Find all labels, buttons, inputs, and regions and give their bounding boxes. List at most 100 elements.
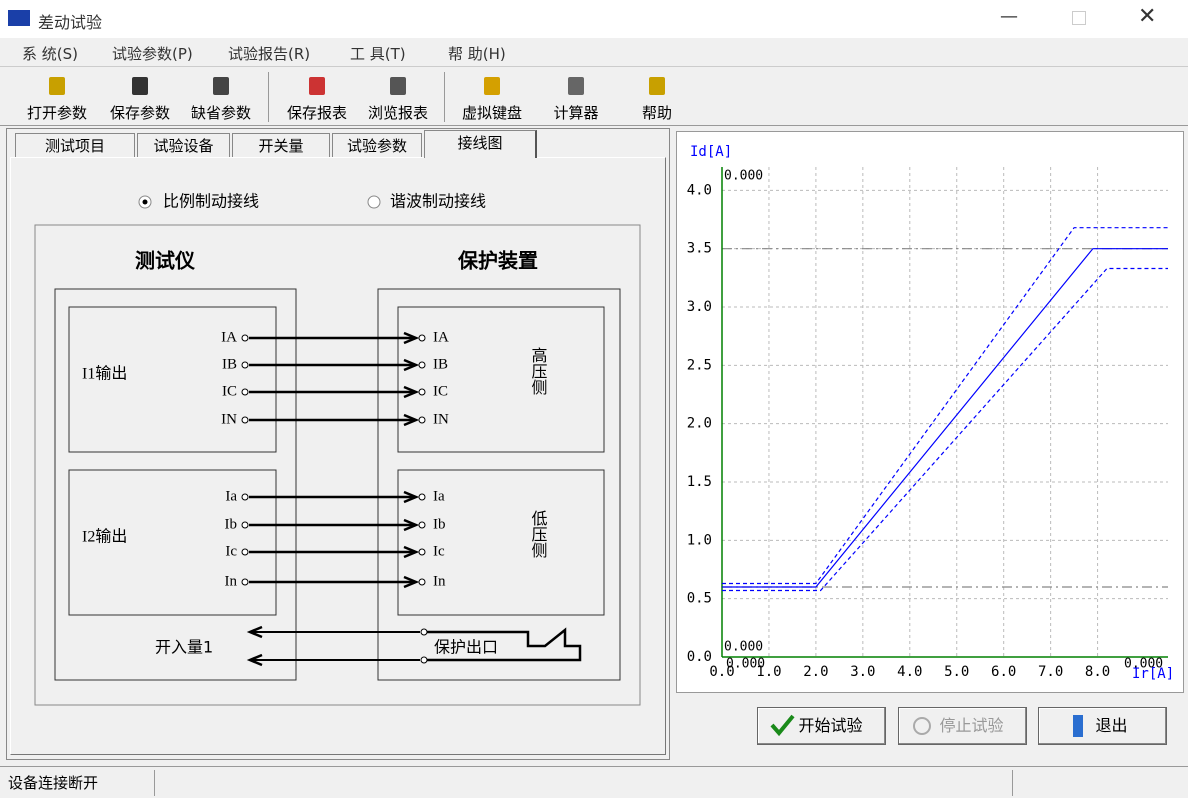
terminal xyxy=(241,548,249,556)
terminal xyxy=(418,548,426,556)
toolbar-button[interactable]: 帮助 xyxy=(641,104,672,122)
arrow-head xyxy=(246,653,263,667)
output-box xyxy=(68,469,277,616)
status-separator xyxy=(1012,770,1013,796)
toolbar-icon xyxy=(132,77,148,95)
status-separator xyxy=(154,770,155,796)
x-tick-label: 1.0 xyxy=(756,664,781,680)
switch-wire xyxy=(427,627,582,662)
terminal xyxy=(418,493,426,501)
y-tick-label: 3.0 xyxy=(687,299,712,315)
protection-output-label: 保护出口 xyxy=(434,638,498,657)
tab[interactable]: 接线图 xyxy=(424,130,537,158)
maximize-button[interactable] xyxy=(1072,11,1086,25)
tester-box xyxy=(54,288,297,681)
x-tick-label: 5.0 xyxy=(944,664,969,680)
annotation: 0.000 xyxy=(724,640,763,655)
y-tick-label: 4.0 xyxy=(687,182,712,198)
tab-content xyxy=(10,157,666,755)
toolbar-button[interactable]: 打开参数 xyxy=(26,104,87,122)
y-tick-label: 2.5 xyxy=(687,357,712,373)
output-label: I1输出 xyxy=(82,365,127,383)
annotation: 0.000 xyxy=(1124,657,1163,672)
channel-label: IB xyxy=(222,356,237,372)
terminal xyxy=(241,416,249,424)
stop-icon xyxy=(913,717,931,735)
arrow-head xyxy=(403,545,420,559)
radio-label: 谐波制动接线 xyxy=(390,192,486,211)
channel-label: Ic xyxy=(225,543,237,559)
arrow-head xyxy=(403,413,420,427)
app-icon xyxy=(8,10,30,26)
toolbar-icon xyxy=(484,77,500,95)
menu-item[interactable]: 帮 助(H) xyxy=(448,45,506,63)
toolbar-button[interactable]: 浏览报表 xyxy=(367,104,428,122)
radio-dot xyxy=(142,199,148,205)
action-button: 停止试验 xyxy=(898,707,1027,745)
channel-label: Ib xyxy=(433,516,446,532)
y-tick-label: 1.5 xyxy=(687,474,712,490)
channel-label: Ic xyxy=(433,543,445,559)
curve xyxy=(722,248,1168,588)
toolbar-icon xyxy=(309,77,325,95)
diagram-frame xyxy=(34,224,641,706)
output-label: I2输出 xyxy=(82,528,127,546)
terminal xyxy=(418,578,426,586)
device-title: 保护装置 xyxy=(457,249,538,273)
close-button[interactable]: ✕ xyxy=(1138,4,1157,29)
curve xyxy=(722,267,1168,592)
terminal xyxy=(241,521,249,529)
menu-divider xyxy=(0,66,1188,67)
channel-label: IC xyxy=(222,383,237,399)
menu-item[interactable]: 工 具(T) xyxy=(350,45,406,63)
channel-label: In xyxy=(433,573,446,589)
side-label: 低压侧 xyxy=(529,510,548,559)
channel-label: IN xyxy=(433,411,449,427)
y-tick-label: 3.5 xyxy=(687,241,712,257)
side-box xyxy=(397,306,605,453)
action-button[interactable]: 开始试验 xyxy=(757,707,886,745)
channel-label: IN xyxy=(221,411,237,427)
side-label: 高压侧 xyxy=(529,347,548,396)
y-axis-label: Id[A] xyxy=(690,144,732,160)
toolbar-button[interactable]: 虚拟键盘 xyxy=(461,104,522,122)
exit-icon xyxy=(1073,715,1083,737)
tab[interactable]: 试验设备 xyxy=(137,133,230,157)
y-tick-label: 1.0 xyxy=(687,532,712,548)
terminal xyxy=(241,578,249,586)
toolbar-icon xyxy=(49,77,65,95)
toolbar-button[interactable]: 缺省参数 xyxy=(190,104,251,122)
tab[interactable]: 试验参数 xyxy=(332,133,422,157)
terminal xyxy=(241,388,249,396)
terminal xyxy=(418,521,426,529)
arrow-head xyxy=(403,385,420,399)
channel-label: Ib xyxy=(225,516,238,532)
terminal xyxy=(418,361,426,369)
status-text: 设备连接断开 xyxy=(8,774,99,792)
toolbar-button[interactable]: 计算器 xyxy=(553,104,599,122)
arrow-head xyxy=(246,625,263,639)
channel-label: In xyxy=(225,573,238,589)
toolbar-separator xyxy=(268,72,269,122)
toolbar-icon xyxy=(568,77,584,95)
menu-item[interactable]: 试验参数(P) xyxy=(112,45,193,63)
action-button[interactable]: 退出 xyxy=(1038,707,1167,745)
y-tick-label: 0.5 xyxy=(687,591,712,607)
left-panel xyxy=(6,128,670,760)
menu-item[interactable]: 系 统(S) xyxy=(22,45,78,63)
radio-button xyxy=(367,195,381,209)
menu-item[interactable]: 试验报告(R) xyxy=(228,45,311,63)
arrow-head xyxy=(403,575,420,589)
channel-label: IB xyxy=(433,356,448,372)
tab[interactable]: 开关量 xyxy=(232,133,330,157)
y-tick-label: 2.0 xyxy=(687,416,712,432)
side-box xyxy=(397,469,605,616)
toolbar-button[interactable]: 保存参数 xyxy=(109,104,170,122)
x-tick-label: 8.0 xyxy=(1085,664,1110,680)
x-axis-label: Ir[A] xyxy=(1132,666,1174,682)
tab[interactable]: 测试项目 xyxy=(15,133,135,157)
toolbar-button[interactable]: 保存报表 xyxy=(286,104,347,122)
minimize-button[interactable]: — xyxy=(1000,6,1018,27)
radio-label: 比例制动接线 xyxy=(163,192,259,211)
channel-label: Ia xyxy=(225,488,237,504)
